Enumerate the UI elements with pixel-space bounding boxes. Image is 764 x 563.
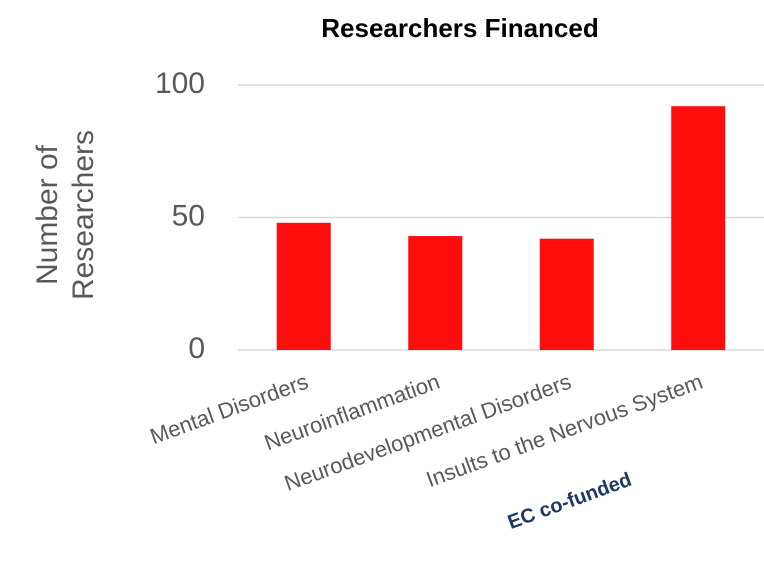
bar	[276, 222, 331, 350]
annotation: EC co-funded	[505, 469, 635, 534]
chart-title: Researchers Financed	[321, 13, 598, 43]
y-tick-label: 50	[172, 199, 205, 232]
bar	[539, 238, 594, 350]
bar	[671, 106, 726, 350]
y-tick-label: 0	[188, 332, 205, 365]
y-tick-label: 100	[155, 67, 205, 100]
bar	[408, 236, 463, 350]
y-axis-label: Number of Researchers	[31, 129, 100, 301]
